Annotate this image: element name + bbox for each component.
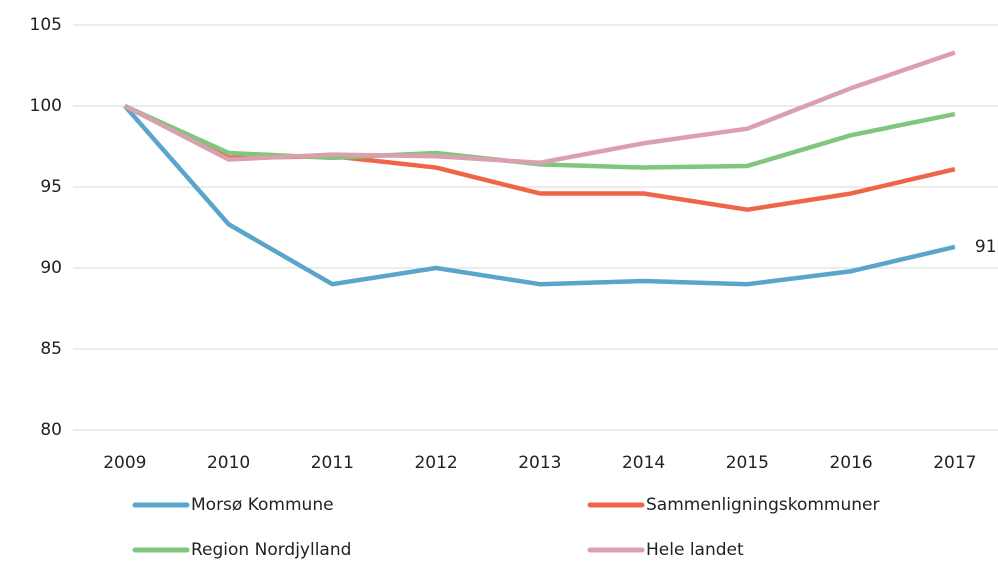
- y-tick-label: 95: [40, 177, 62, 197]
- data-label: 91: [975, 237, 997, 257]
- legend-label: Morsø Kommune: [191, 495, 334, 515]
- x-tick-label: 2013: [518, 453, 561, 473]
- x-tick-label: 2014: [622, 453, 665, 473]
- x-tick-label: 2015: [726, 453, 769, 473]
- series-line: [123, 104, 956, 287]
- x-tick-label: 2009: [103, 453, 146, 473]
- y-tick-label: 100: [30, 96, 62, 116]
- x-tick-label: 2011: [311, 453, 354, 473]
- y-tick-label: 105: [30, 15, 62, 35]
- legend-label: Sammenligningskommuner: [646, 495, 879, 515]
- y-tick-label: 90: [40, 258, 62, 278]
- x-tick-label: 2016: [829, 453, 872, 473]
- x-tick-label: 2012: [414, 453, 457, 473]
- y-tick-label: 85: [40, 339, 62, 359]
- series-line: [123, 50, 956, 165]
- y-tick-label: 80: [40, 420, 62, 440]
- legend-label: Region Nordjylland: [191, 540, 351, 560]
- legend-label: Hele landet: [646, 540, 744, 560]
- x-tick-label: 2010: [207, 453, 250, 473]
- x-tick-label: 2017: [933, 453, 976, 473]
